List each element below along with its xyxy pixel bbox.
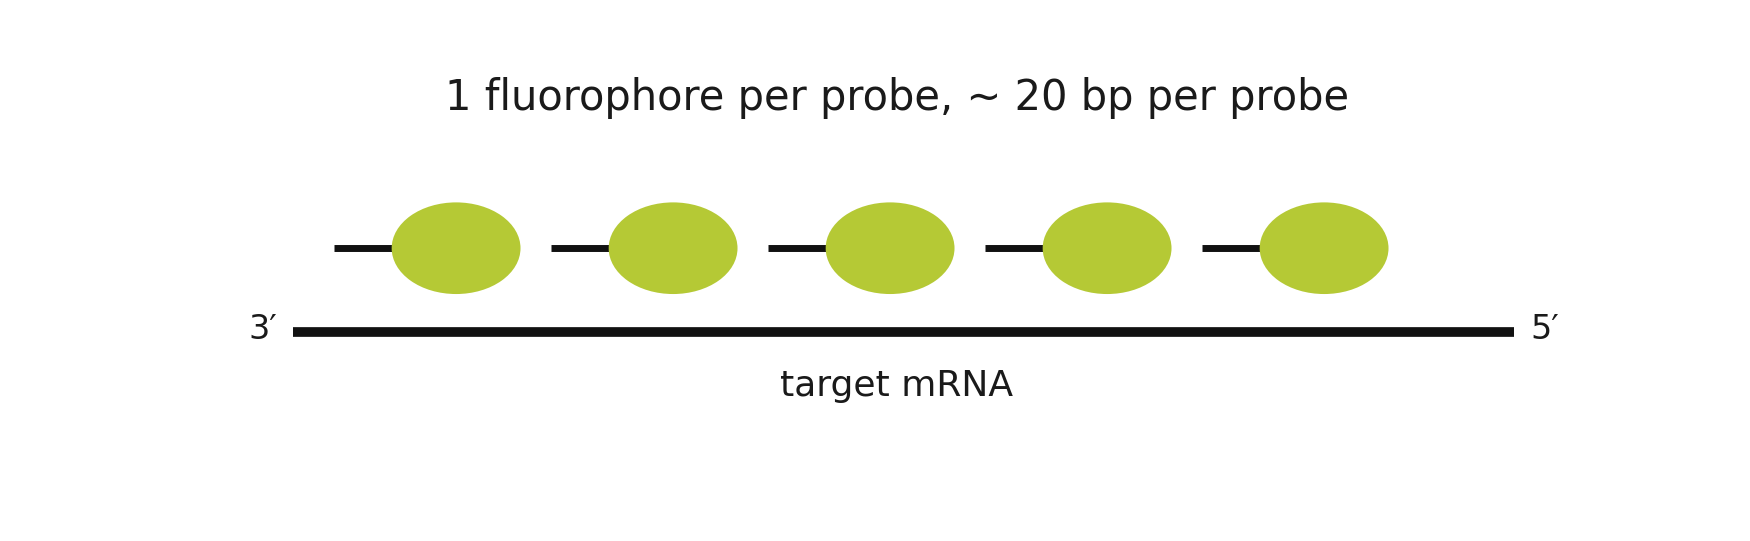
Text: 5′: 5′ xyxy=(1530,313,1559,346)
Text: 1 fluorophore per probe, ∼ 20 bp per probe: 1 fluorophore per probe, ∼ 20 bp per pro… xyxy=(444,77,1349,120)
Ellipse shape xyxy=(1260,202,1388,294)
Ellipse shape xyxy=(609,202,737,294)
Text: target mRNA: target mRNA xyxy=(780,369,1013,403)
Ellipse shape xyxy=(1043,202,1171,294)
Ellipse shape xyxy=(392,202,520,294)
Text: 3′: 3′ xyxy=(248,313,276,346)
Ellipse shape xyxy=(826,202,954,294)
